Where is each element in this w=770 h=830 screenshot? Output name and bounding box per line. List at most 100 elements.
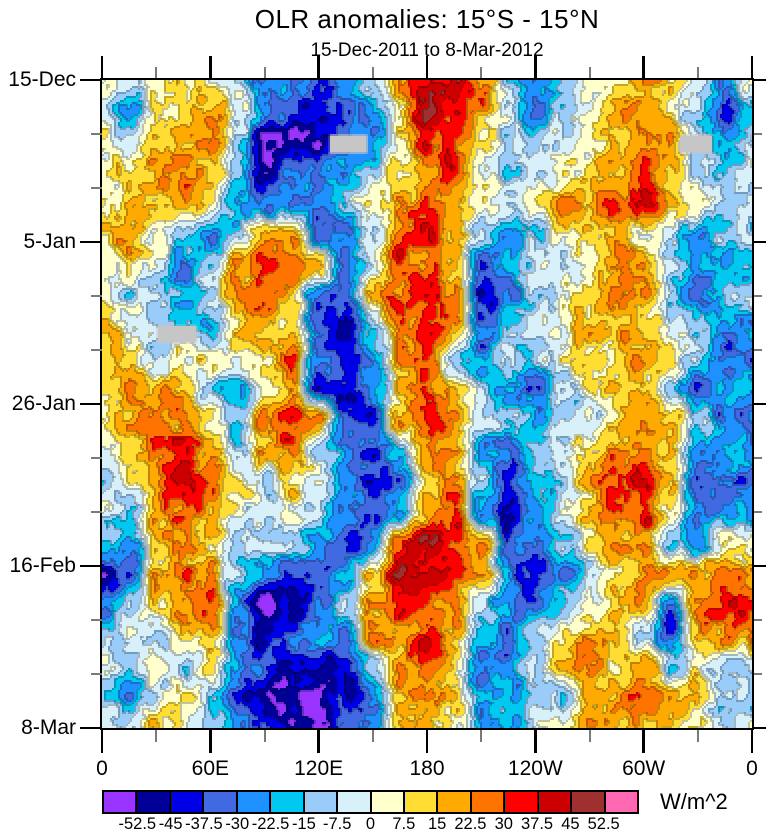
y-minor-tick-left (91, 187, 102, 189)
chart-title: OLR anomalies: 15°S - 15°N (254, 4, 600, 34)
x-minor-tick-bottom (588, 730, 591, 742)
x-major-tick-bottom (750, 730, 754, 753)
y-minor-tick-right (754, 673, 762, 675)
colorbar-tick-label: 7.5 (392, 815, 416, 830)
x-major-tick-top (100, 56, 104, 78)
colorbar-cell (170, 792, 205, 812)
colorbar-cell (404, 792, 439, 812)
x-major-tick-bottom (317, 730, 320, 753)
colorbar-tick-label: -7.5 (322, 815, 352, 830)
x-minor-tick-top (480, 67, 483, 78)
x-major-tick-top (317, 56, 320, 78)
x-tick-label: 120W (507, 757, 563, 780)
colorbar-cell (605, 792, 637, 812)
colorbar-cell (471, 792, 506, 812)
x-minor-tick-top (588, 67, 591, 78)
x-minor-tick-top (155, 67, 158, 78)
y-minor-tick-left (91, 295, 102, 297)
x-tick-label: 180 (409, 757, 445, 780)
x-tick-label: 120E (294, 757, 344, 780)
y-minor-tick-right (754, 511, 762, 513)
colorbar-tick-label: 22.5 (454, 815, 487, 830)
x-tick-label: 60W (622, 757, 666, 780)
y-major-tick-left (80, 726, 102, 730)
x-tick-label: 60E (191, 757, 230, 780)
y-minor-tick-right (754, 457, 762, 459)
colorbar-tick-label: -30 (225, 815, 250, 830)
x-minor-tick-bottom (155, 730, 158, 742)
chart-subtitle: 15-Dec-2011 to 8-Mar-2012 (310, 40, 544, 61)
x-major-tick-bottom (534, 730, 537, 753)
x-major-tick-bottom (209, 730, 212, 753)
y-major-tick-right (754, 240, 766, 244)
x-major-tick-top (209, 56, 212, 78)
x-minor-tick-top (263, 67, 266, 78)
y-major-tick-left (80, 240, 102, 244)
y-tick-label: 15-Dec (8, 68, 76, 91)
colorbar-cell (237, 792, 272, 812)
colorbar-cell (204, 792, 238, 812)
colorbar-tick-label: -15 (291, 815, 316, 830)
y-minor-tick-right (754, 133, 762, 135)
colorbar-cell (505, 792, 539, 812)
colorbar-cell (304, 792, 339, 812)
x-major-tick-bottom (425, 730, 429, 753)
colorbar-cell (572, 792, 606, 812)
y-major-tick-right (754, 78, 766, 82)
y-tick-label: 16-Feb (9, 554, 76, 577)
y-major-tick-left (80, 564, 102, 568)
colorbar-cell (137, 792, 171, 812)
y-major-tick-left (80, 78, 102, 82)
x-minor-tick-bottom (696, 730, 699, 742)
y-minor-tick-right (754, 295, 762, 297)
x-minor-tick-bottom (480, 730, 483, 742)
y-minor-tick-left (91, 511, 102, 513)
x-major-tick-top (534, 56, 537, 78)
colorbar-cell (438, 792, 472, 812)
colorbar-tick-label: 52.5 (587, 815, 620, 830)
y-major-tick-right (754, 564, 766, 568)
colorbar-cell (104, 792, 138, 812)
colorbar-cell (538, 792, 573, 812)
colorbar-tick-label: -45 (158, 815, 183, 830)
y-tick-label: 8-Mar (21, 716, 76, 739)
hovmoller-heatmap-canvas (102, 80, 752, 728)
colorbar-tick-label: 45 (561, 815, 580, 830)
y-major-tick-right (754, 402, 766, 406)
x-major-tick-top (642, 56, 645, 78)
colorbar-cell (371, 792, 405, 812)
x-major-tick-bottom (642, 730, 645, 753)
y-minor-tick-right (754, 187, 762, 189)
colorbar-tick-label: 0 (365, 815, 376, 830)
y-minor-tick-left (91, 619, 102, 621)
x-minor-tick-bottom (263, 730, 266, 742)
y-minor-tick-right (754, 619, 762, 621)
colorbar-tick-label: 37.5 (521, 815, 554, 830)
colorbar-tick-label: -52.5 (118, 815, 157, 830)
y-minor-tick-left (91, 457, 102, 459)
x-minor-tick-top (696, 67, 699, 78)
colorbar (102, 790, 639, 814)
x-major-tick-top (750, 56, 754, 78)
y-tick-label: 5-Jan (23, 230, 76, 253)
colorbar-units-label: W/m^2 (660, 789, 728, 814)
x-tick-label: 0 (96, 757, 108, 780)
colorbar-tick-label: 15 (427, 815, 447, 830)
y-tick-label: 26-Jan (11, 392, 76, 415)
y-minor-tick-left (91, 133, 102, 135)
colorbar-tick-label: -22.5 (251, 815, 290, 830)
x-major-tick-bottom (100, 730, 104, 753)
x-tick-label: 0 (746, 757, 758, 780)
x-major-tick-top (425, 56, 429, 78)
y-minor-tick-left (91, 673, 102, 675)
x-minor-tick-bottom (371, 730, 374, 742)
y-minor-tick-right (754, 349, 762, 351)
colorbar-cell (271, 792, 305, 812)
y-minor-tick-left (91, 349, 102, 351)
y-major-tick-right (754, 726, 766, 730)
colorbar-tick-label: 30 (494, 815, 513, 830)
y-major-tick-left (80, 402, 102, 406)
colorbar-cell (338, 792, 372, 812)
colorbar-tick-label: -37.5 (185, 815, 223, 830)
